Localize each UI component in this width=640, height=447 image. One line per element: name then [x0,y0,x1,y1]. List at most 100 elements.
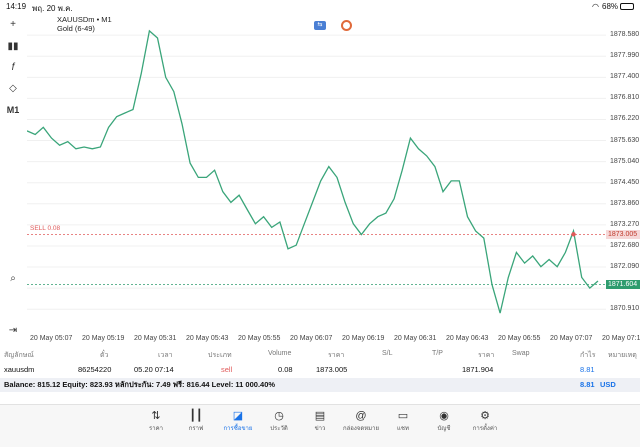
cell-ticket: 86254220 [78,365,112,374]
x-tick-label: 20 May 05:31 [134,335,177,342]
x-tick-label: 20 May 06:07 [290,335,333,342]
indicators-icon[interactable]: f [11,61,15,73]
chart-type-icon[interactable]: ▮▮ [7,40,19,52]
nav-settings[interactable]: ⚙ การตั้งค่า [465,409,505,433]
col-header: หมายเหตุ [608,352,637,359]
x-tick-label: 20 May 06:55 [498,335,541,342]
col-header: S/L [382,350,393,357]
at-icon: @ [355,410,367,422]
y-tick-label: 1875.630 [610,136,640,144]
nav-quotes[interactable]: ⇅ ราคา [136,409,176,433]
chart-symbol-label: XAUUSDm • M1 Gold (6-49) [57,15,112,33]
cell-time: 05.20 07:14 [134,365,174,374]
cell-current-price: 1871.904 [462,365,494,374]
one-click-trading-icon[interactable]: ⇆ [314,21,326,30]
y-tick-label: 1877.400 [610,73,640,81]
sell-price-box: 1873.005 [606,229,640,239]
nav-label: ราคา [149,426,163,432]
cell-volume: 0.08 [278,365,293,374]
x-tick-label: 20 May 07:07 [550,335,593,342]
cell-price: 1873.005 [316,365,348,374]
price-axis: 1878.580 1877.990 1877.400 1876.810 1876.220… [606,13,640,331]
chart-symbol: XAUUSDm • M1 [57,15,112,24]
battery-icon [620,3,634,10]
status-time: 14:19 [6,2,27,11]
time-axis: 20 May 05:07 20 May 05:19 20 May 05:31 20 M… [27,331,640,348]
y-tick-label: 1870.910 [610,305,640,313]
nav-history[interactable]: ◷ ประวัติ [259,409,299,433]
y-tick-label: 1875.040 [610,157,640,165]
x-tick-label: 20 May 05:07 [30,335,73,342]
nav-label: การตั้งค่า [472,426,498,432]
nav-label: แชท [397,426,409,432]
sell-line-label: SELL 0.08 [30,225,61,233]
col-header: Volume [268,350,292,357]
balance-bar: Balance: 815.12 Equity: 823.93 หลักประกั… [0,378,640,392]
zoom-icon[interactable]: ⌕ [10,272,16,284]
col-header: ราคา [328,352,345,359]
nav-label: กราฟ [188,426,204,432]
chart-area[interactable]: + ▮▮ f ◇ M1 ⌕ ⇥ XAUUSDm • M1 Gold (6-49)… [0,13,640,348]
chart-plot[interactable]: XAUUSDm • M1 Gold (6-49) ⇆ SELL 0.08 [27,13,606,331]
y-tick-label: 1872.090 [610,263,640,271]
y-tick-label: 1876.810 [610,94,640,102]
x-tick-label: 20 May 07:19 [602,335,640,342]
history-icon: ◷ [274,410,284,422]
nav-chat[interactable]: ▭ แชท [383,409,423,433]
quotes-icon: ⇅ [151,410,161,422]
col-header: T/P [432,350,443,357]
nav-label: การซื้อขาย [223,426,253,432]
order-marker [571,232,576,237]
y-tick-label: 1873.860 [610,199,640,207]
chart-subtitle: Gold (6-49) [57,24,95,33]
signal-icon[interactable] [341,20,352,31]
col-header: กำไร [580,352,596,359]
crosshair-icon[interactable]: + [10,18,16,30]
wifi-icon: ◠ [592,2,599,11]
col-header: เวลา [158,352,173,359]
col-header: ตั๋ว [100,352,109,359]
y-tick-label: 1878.580 [610,31,640,39]
chart-toolbar: + ▮▮ f ◇ M1 ⌕ ⇥ [0,13,26,348]
trade-icon: ◪ [232,410,244,422]
balance-currency: USD [600,380,616,389]
cell-profit: 8.81 [580,365,595,374]
x-tick-label: 20 May 06:19 [342,335,385,342]
nav-trade[interactable]: ◪ การซื้อขาย [218,409,258,433]
y-tick-label: 1873.270 [610,220,640,228]
nav-news[interactable]: ▤ ข่าว [300,409,340,433]
chat-icon: ▭ [397,410,409,422]
nav-label: ข่าว [314,426,326,432]
status-battery: 68% [602,2,619,11]
y-tick-label: 1877.990 [610,52,640,60]
balance-summary: Balance: 815.12 Equity: 823.93 หลักประกั… [4,380,276,389]
trade-table: สัญลักษณ์ ตั๋ว เวลา ประเภท Volume ราคา S… [0,348,640,378]
gear-icon: ⚙ [480,410,490,422]
nav-label: ประวัติ [270,426,288,432]
news-icon: ▤ [314,410,326,422]
nav-chart[interactable]: ┃┃ กราฟ [176,409,216,433]
col-header: ประเภท [208,352,232,359]
y-tick-label: 1874.450 [610,178,640,186]
x-tick-label: 20 May 06:43 [446,335,489,342]
total-profit: 8.81 [580,380,595,389]
cell-symbol: xauusdm [4,365,35,374]
bid-price-box: 1871.604 [606,279,640,289]
nav-label: กล่องจดหมาย [342,426,380,432]
export-icon[interactable]: ⇥ [8,324,18,336]
account-icon: ◉ [439,410,449,422]
col-header: ราคา [478,352,495,359]
x-tick-label: 20 May 05:55 [238,335,281,342]
nav-account[interactable]: ◉ บัญชี [424,409,464,433]
price-series-line [27,29,599,314]
y-tick-label: 1872.680 [610,241,640,249]
x-tick-label: 20 May 05:19 [82,335,125,342]
candles-icon: ┃┃ [189,410,203,422]
x-tick-label: 20 May 05:43 [186,335,229,342]
x-tick-label: 20 May 06:31 [394,335,437,342]
col-header: สัญลักษณ์ [4,352,34,359]
nav-mailbox[interactable]: @ กล่องจดหมาย [341,409,381,433]
objects-icon[interactable]: ◇ [9,82,17,94]
status-bar: 14:19 พฤ. 20 พ.ค. ◠ 68% [0,0,640,13]
timeframe-button[interactable]: M1 [6,105,20,115]
